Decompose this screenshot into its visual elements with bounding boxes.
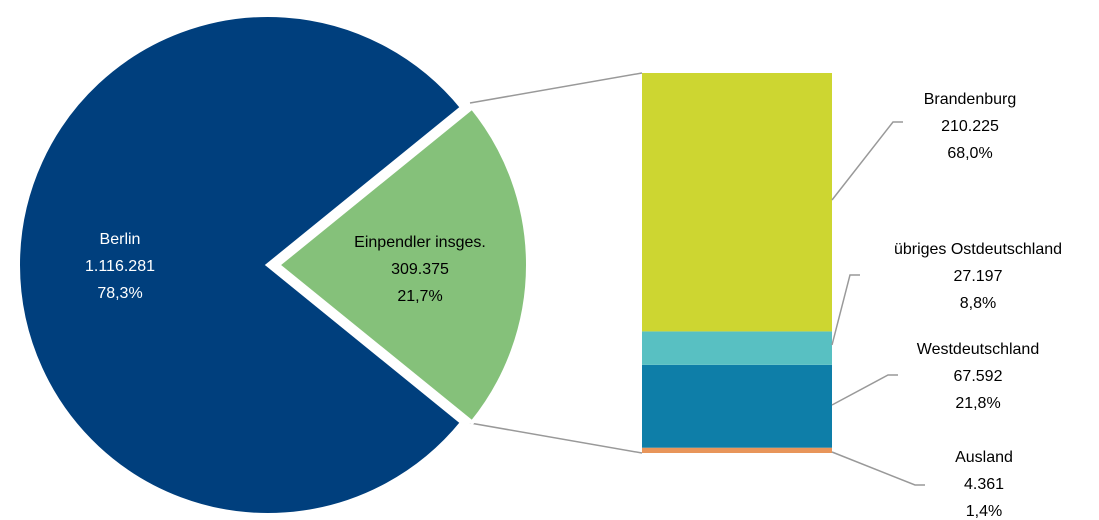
pie-slice [274, 104, 530, 426]
leader-line [831, 374, 898, 406]
segment-label: Ausland [955, 449, 1013, 466]
segment-label: übriges Ostdeutschland [894, 241, 1062, 258]
percent-label: 78,3% [97, 285, 142, 302]
value-label: 67.592 [954, 368, 1003, 385]
percent-label: 1,4% [966, 503, 1002, 520]
pie-slice [16, 13, 465, 517]
value-label: 210.225 [941, 118, 999, 135]
value-label: 4.361 [964, 476, 1004, 493]
value-label: 309.375 [391, 261, 449, 278]
percent-label: 21,8% [955, 395, 1000, 412]
value-label: 27.197 [954, 268, 1003, 285]
segment-label: Westdeutschland [917, 341, 1039, 358]
leader-line [831, 274, 860, 346]
bar-segment [642, 447, 832, 453]
bar-segment [642, 364, 832, 448]
slice-label: Einpendler insges. [354, 234, 486, 251]
leader-line [831, 451, 925, 486]
value-label: 1.116.281 [85, 258, 155, 275]
percent-label: 68,0% [947, 145, 992, 162]
connector-line [469, 72, 643, 104]
segment-label: Brandenburg [924, 91, 1017, 108]
bar-segment [642, 331, 832, 365]
leader-line [831, 121, 903, 201]
connector-line [469, 422, 643, 454]
bar-segment [642, 73, 832, 332]
percent-label: 8,8% [960, 295, 996, 312]
percent-label: 21,7% [397, 288, 442, 305]
slice-label: Berlin [100, 231, 141, 248]
